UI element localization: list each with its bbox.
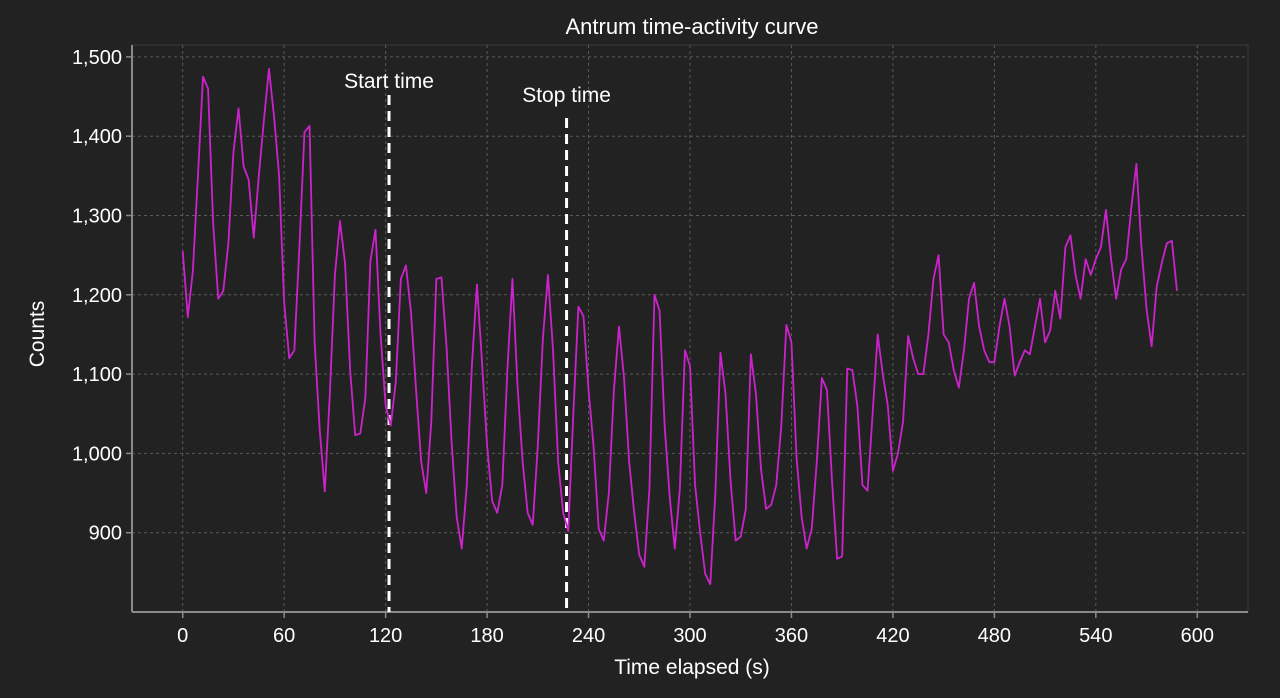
axes xyxy=(126,45,1248,618)
y-axis-label: Counts xyxy=(26,301,49,368)
x-tick-label: 240 xyxy=(572,625,605,647)
x-tick-label: 300 xyxy=(673,625,706,647)
y-tick-label: 1,000 xyxy=(72,443,122,465)
data-series xyxy=(181,67,1178,586)
time-markers: Start time Stop time xyxy=(344,70,611,612)
tick-labels: 0 60 120 180 240 300 360 420 480 540 600 900 1,000 1,… xyxy=(72,47,1214,647)
x-tick-label: 60 xyxy=(273,625,295,647)
x-tick-label: 540 xyxy=(1079,625,1112,647)
y-tick-label: 1,300 xyxy=(72,205,122,227)
x-tick-label: 0 xyxy=(177,625,188,647)
y-tick-label: 900 xyxy=(89,523,122,545)
x-tick-label: 600 xyxy=(1181,625,1214,647)
x-tick-label: 180 xyxy=(470,625,503,647)
y-tick-label: 1,500 xyxy=(72,47,122,69)
marker-label: Start time xyxy=(344,70,434,93)
y-tick-label: 1,200 xyxy=(72,285,122,307)
x-tick-label: 120 xyxy=(369,625,402,647)
x-tick-label: 360 xyxy=(775,625,808,647)
chart-title: Antrum time-activity curve xyxy=(565,14,818,39)
grid xyxy=(131,44,1249,613)
y-tick-label: 1,100 xyxy=(72,364,122,386)
marker-label: Stop time xyxy=(522,84,611,107)
x-axis-label: Time elapsed (s) xyxy=(614,656,770,679)
series-line xyxy=(181,67,1178,586)
y-tick-label: 1,400 xyxy=(72,126,122,148)
x-tick-label: 480 xyxy=(978,625,1011,647)
x-tick-label: 420 xyxy=(876,625,909,647)
